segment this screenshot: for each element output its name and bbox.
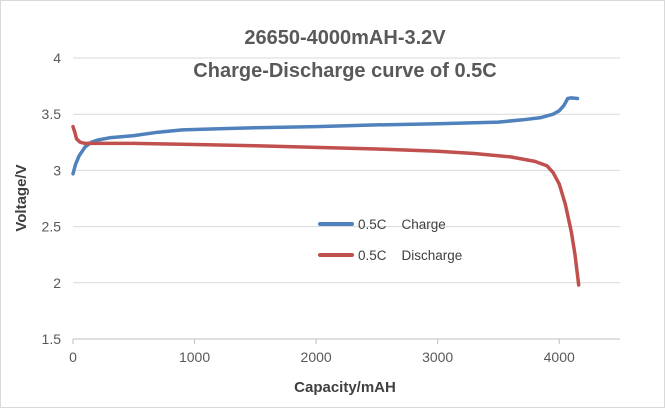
series-line-charge [71,96,580,176]
y-tick-label: 3 [53,162,61,178]
y-tick-label: 2 [53,275,61,291]
chart-title: 26650-4000mAH-3.2V [244,27,446,49]
x-tick-label: 3000 [422,349,453,365]
y-tick-label: 3.5 [42,106,62,122]
y-axis-label: Voltage/V [13,164,30,231]
y-axis-ticks: 1.5 2 2.5 3 3.5 4 [42,50,62,347]
x-axis-label: Capacity/mAH [294,379,396,396]
y-tick-label: 4 [53,50,61,66]
series-lines [71,96,581,287]
x-tick-label: 1000 [179,349,210,365]
series-line-discharge [71,124,581,287]
legend: 0.5C Charge 0.5C Discharge [318,217,462,263]
legend-label-discharge: 0.5C Discharge [358,248,462,263]
chart-subtitle: Charge-Discharge curve of 0.5C [193,60,496,82]
x-tick-label: 4000 [544,349,575,365]
grid-lines [73,57,620,340]
x-tick-label: 0 [69,349,77,365]
y-tick-label: 2.5 [42,219,62,235]
legend-label-charge: 0.5C Charge [358,217,446,232]
x-tick-label: 2000 [301,349,332,365]
x-axis-ticks: 0 1000 2000 3000 4000 [69,339,575,365]
y-tick-label: 1.5 [42,331,62,347]
